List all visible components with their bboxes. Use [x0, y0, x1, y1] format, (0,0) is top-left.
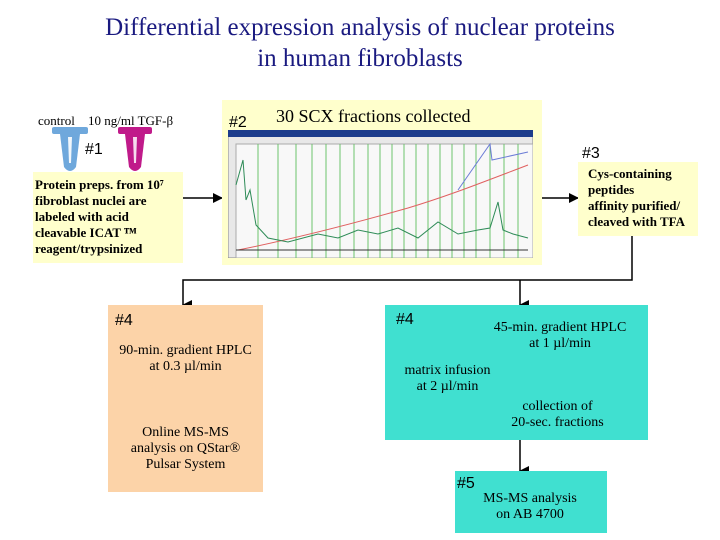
step-marker-2: #2 [229, 114, 247, 131]
treated-tube-icon [118, 127, 152, 171]
step-5-box: #5 MS-MS analysis on AB 4700 [455, 471, 607, 533]
step-3-box: Cys-containing peptides affinity purifie… [578, 162, 698, 236]
scx-fractions-label: 30 SCX fractions collected [276, 106, 471, 126]
right-infusion-text: matrix infusion at 2 µl/min [404, 363, 491, 394]
step-marker-5: #5 [457, 475, 475, 492]
step-marker-1: #1 [85, 141, 103, 158]
tube-label-tgf: 10 ng/ml TGF-β [88, 113, 174, 128]
right-hplc-text: 45-min. gradient HPLC at 1 µl/min [493, 320, 627, 351]
control-tube-icon [52, 127, 88, 171]
chromatogram-image [228, 130, 533, 258]
title-line-1: Differential expression analysis of nucl… [105, 14, 615, 41]
step-1-box: Protein preps. from 10⁷ fibroblast nucle… [33, 172, 183, 263]
branch-right-box: #4 45-min. gradient HPLC at 1 µl/min mat… [385, 305, 648, 440]
step-marker-4-right: #4 [396, 311, 414, 328]
left-hplc-text: 90-min. gradient HPLC at 0.3 µl/min [119, 343, 252, 374]
arrow-3-to-4-left [182, 236, 633, 310]
diagram-title: Differential expression analysis of nucl… [0, 12, 720, 74]
step-5-text: MS-MS analysis on AB 4700 [483, 491, 577, 522]
right-collection-text: collection of 20-sec. fractions [511, 399, 604, 430]
left-ms-text: Online MS-MS analysis on QStar® Pulsar S… [130, 425, 241, 472]
title-line-2: in human fibroblasts [257, 45, 463, 72]
tube-label-control: control [38, 113, 75, 128]
step-3-text: Cys-containing peptides affinity purifie… [588, 166, 686, 229]
step-marker-3: #3 [582, 145, 600, 162]
step-marker-4-left: #4 [115, 312, 133, 329]
step-1-text: Protein preps. from 10⁷ fibroblast nucle… [35, 177, 164, 256]
branch-left-box: #4 90-min. gradient HPLC at 0.3 µl/min O… [108, 305, 263, 492]
